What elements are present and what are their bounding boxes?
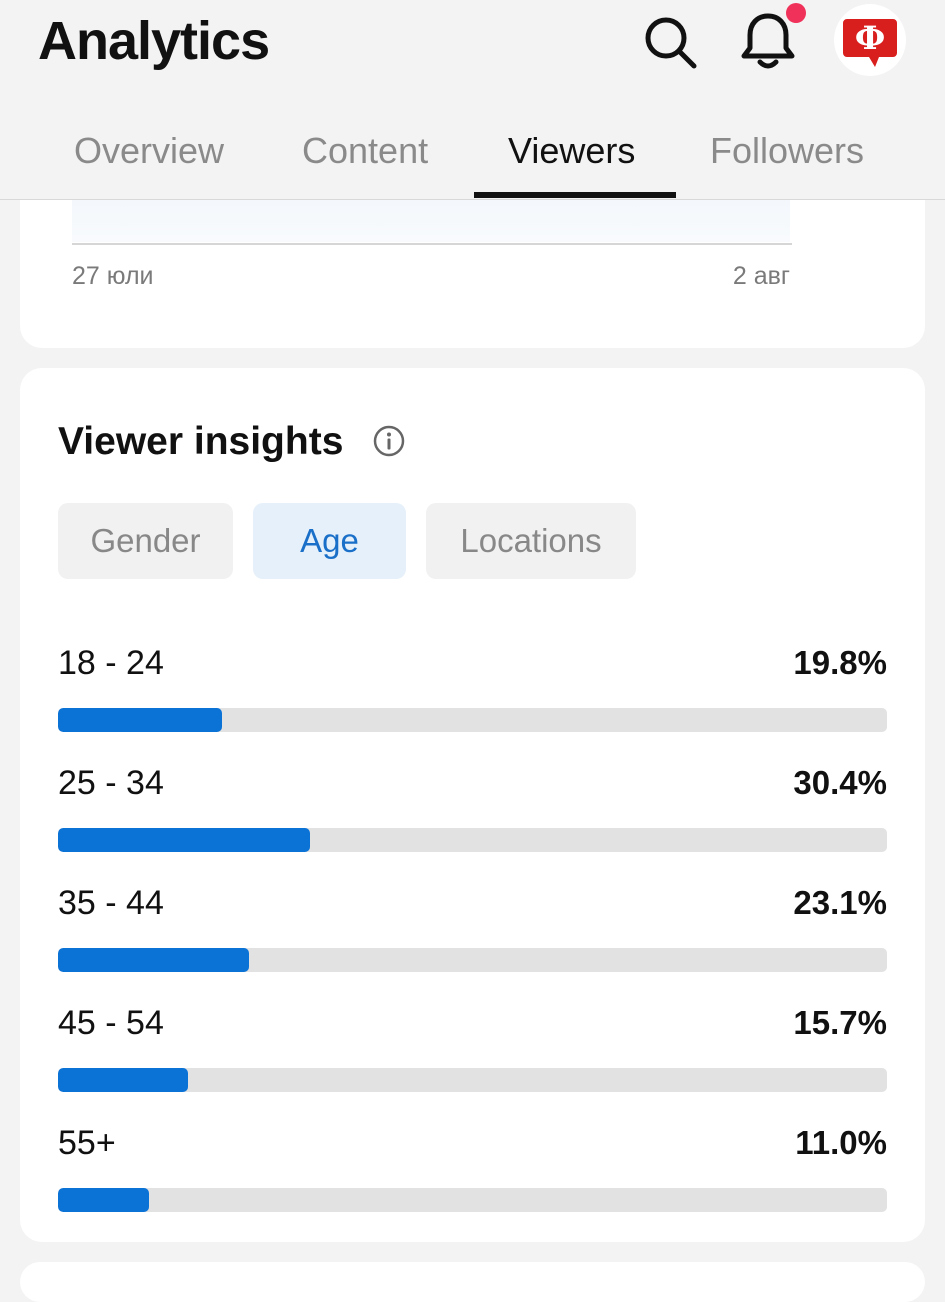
active-tab-indicator xyxy=(474,192,676,198)
bar-fill xyxy=(58,1188,149,1212)
next-card xyxy=(20,1262,925,1302)
age-percentage: 11.0% xyxy=(795,1124,887,1161)
bar-track xyxy=(58,708,887,732)
age-row-45-54: 45 - 54 15.7% xyxy=(58,1004,887,1104)
bar-fill xyxy=(58,1068,188,1092)
x-axis-end-label: 2 авг xyxy=(732,262,790,290)
tab-viewers[interactable]: Viewers xyxy=(508,130,636,171)
bar-track xyxy=(58,828,887,852)
age-row-25-34: 25 - 34 30.4% xyxy=(58,764,887,864)
section-title: Viewer insights xyxy=(58,420,344,463)
age-label: 18 - 24 xyxy=(58,644,164,682)
age-percentage: 23.1% xyxy=(793,884,887,921)
age-label: 55+ xyxy=(58,1124,116,1162)
age-row-18-24: 18 - 24 19.8% xyxy=(58,644,887,744)
bar-fill xyxy=(58,828,310,852)
chart-x-axis xyxy=(72,243,792,245)
age-label: 25 - 34 xyxy=(58,764,164,802)
tab-bar: Overview Content Viewers Followers xyxy=(0,120,945,200)
age-label: 35 - 44 xyxy=(58,884,164,922)
bar-fill xyxy=(58,708,222,732)
tab-followers[interactable]: Followers xyxy=(710,130,865,171)
age-row-55-plus: 55+ 11.0% xyxy=(58,1124,887,1224)
filter-locations[interactable]: Locations xyxy=(426,503,636,579)
filter-gender[interactable]: Gender xyxy=(58,503,233,579)
info-icon[interactable] xyxy=(372,424,406,458)
tab-overview[interactable]: Overview xyxy=(74,130,225,171)
bar-fill xyxy=(58,948,249,972)
trend-chart-card: 27 юли 2 авг xyxy=(20,200,925,348)
age-percentage: 15.7% xyxy=(793,1004,887,1041)
page-title: Analytics xyxy=(38,11,270,71)
filter-age[interactable]: Age xyxy=(253,503,406,579)
age-row-35-44: 35 - 44 23.1% xyxy=(58,884,887,984)
chart-area xyxy=(72,200,790,242)
tab-content[interactable]: Content xyxy=(302,130,429,171)
avatar-letter: Ф xyxy=(855,19,885,57)
search-icon[interactable] xyxy=(642,14,698,70)
avatar[interactable]: Ф xyxy=(834,4,906,76)
age-percentage: 19.8% xyxy=(793,644,887,681)
bell-icon[interactable] xyxy=(738,10,798,72)
age-percentage: 30.4% xyxy=(793,764,887,801)
bar-track xyxy=(58,1188,887,1212)
x-axis-start-label: 27 юли xyxy=(72,262,154,290)
notification-dot xyxy=(786,3,806,23)
app-header: Analytics Ф Overview Content Viewers Fol… xyxy=(0,0,945,200)
bar-track xyxy=(58,1068,887,1092)
age-label: 45 - 54 xyxy=(58,1004,164,1042)
viewer-insights-card: Viewer insights Gender Age Locations 18 … xyxy=(20,368,925,1242)
bar-track xyxy=(58,948,887,972)
avatar-logo-icon: Ф xyxy=(843,19,897,67)
